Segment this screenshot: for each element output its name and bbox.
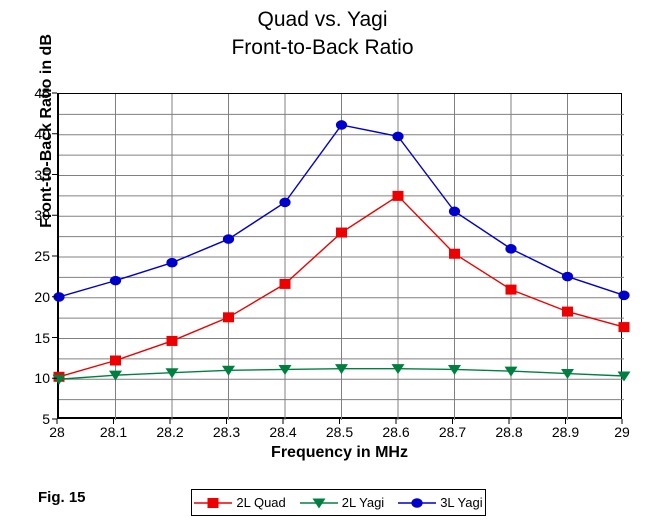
data-point-marker [222, 365, 235, 376]
x-axis-tick-label: 28.7 [438, 424, 467, 440]
data-point-marker [53, 292, 65, 302]
data-point-marker [207, 497, 219, 508]
data-point-marker [504, 366, 518, 377]
y-axis-tick-label: 5 [42, 411, 50, 427]
data-point-marker [109, 275, 122, 286]
data-point-marker [223, 312, 234, 323]
data-point-marker [411, 497, 423, 508]
data-point-marker [392, 190, 404, 201]
data-point-marker [110, 355, 121, 366]
x-axis-title: Frequency in MHz [271, 444, 408, 461]
x-axis-tick-label: 28.8 [495, 424, 523, 440]
figure-caption: Fig. 15 [38, 489, 86, 506]
data-point-marker [165, 368, 179, 379]
legend-entry-3[interactable]: 3L Yagi [398, 495, 483, 511]
legend-entry-2[interactable]: 2L Yagi [299, 495, 385, 511]
data-point-marker [335, 120, 348, 130]
data-point-marker [617, 371, 631, 382]
data-point-marker [561, 369, 574, 380]
data-point-marker [392, 131, 404, 142]
series-2 [52, 364, 631, 385]
x-axis-tick-label: 28 [49, 424, 65, 440]
data-point-marker [278, 364, 292, 375]
data-point-marker [109, 370, 122, 381]
chart-legend: 2L Quad 2L Yagi 3L Yagi [191, 489, 486, 516]
x-axis-tick-label: 28.3 [212, 424, 241, 440]
x-axis-tick-label: 28.2 [156, 424, 184, 440]
series-line [58, 194, 625, 378]
x-axis-tick-label: 28.9 [551, 424, 580, 440]
y-axis-tick-label: 10 [34, 370, 50, 387]
legend-square-icon [194, 497, 233, 508]
data-point-marker [52, 374, 66, 385]
x-axis-tick-label: 28.5 [325, 424, 354, 440]
data-point-marker [335, 364, 348, 375]
data-point-marker [449, 248, 460, 259]
x-axis-tick-label: 28.1 [99, 424, 128, 440]
x-axis-tick-label: 29 [614, 424, 630, 440]
x-axis-tick-label: 28.4 [269, 424, 297, 440]
legend-label: 2L Quad [236, 495, 286, 510]
legend-entry-1[interactable]: 2L Quad [194, 495, 286, 511]
page-title: Quad vs. Yagi Front-to-Back Ratio [0, 6, 645, 62]
data-series-layer [52, 120, 631, 385]
legend-label: 2L Yagi [341, 495, 385, 510]
title-line-2: Front-to-Back Ratio [231, 36, 414, 59]
data-point-marker [448, 206, 461, 217]
data-point-marker [279, 278, 291, 289]
data-point-marker [562, 306, 573, 317]
series-line [58, 124, 625, 298]
data-point-marker [618, 322, 630, 333]
data-point-marker [505, 244, 517, 254]
plot-area [52, 93, 631, 420]
series-1 [53, 190, 630, 382]
title-line-1: Quad vs. Yagi [257, 8, 388, 31]
series-3 [53, 120, 630, 302]
y-axis-title: Front-to-Back Ratio in dB [38, 34, 55, 228]
legend-circle-icon [398, 497, 437, 508]
y-axis-tick-label: 20 [34, 288, 50, 305]
legend-label: 3L Yagi [440, 495, 483, 510]
data-point-marker [279, 197, 291, 208]
data-point-marker [448, 364, 461, 375]
y-axis-tick-label: 15 [34, 329, 50, 346]
data-point-marker [166, 335, 178, 346]
data-point-marker [312, 498, 326, 508]
x-axis-tick-label: 28.6 [382, 424, 410, 440]
legend-triangle-down-icon [299, 498, 338, 508]
data-point-marker [618, 290, 630, 301]
data-point-marker [166, 257, 178, 268]
data-point-marker [505, 284, 517, 295]
data-point-marker [391, 364, 405, 375]
data-point-marker [222, 234, 235, 244]
data-point-marker [561, 271, 574, 282]
data-point-marker [336, 227, 347, 238]
